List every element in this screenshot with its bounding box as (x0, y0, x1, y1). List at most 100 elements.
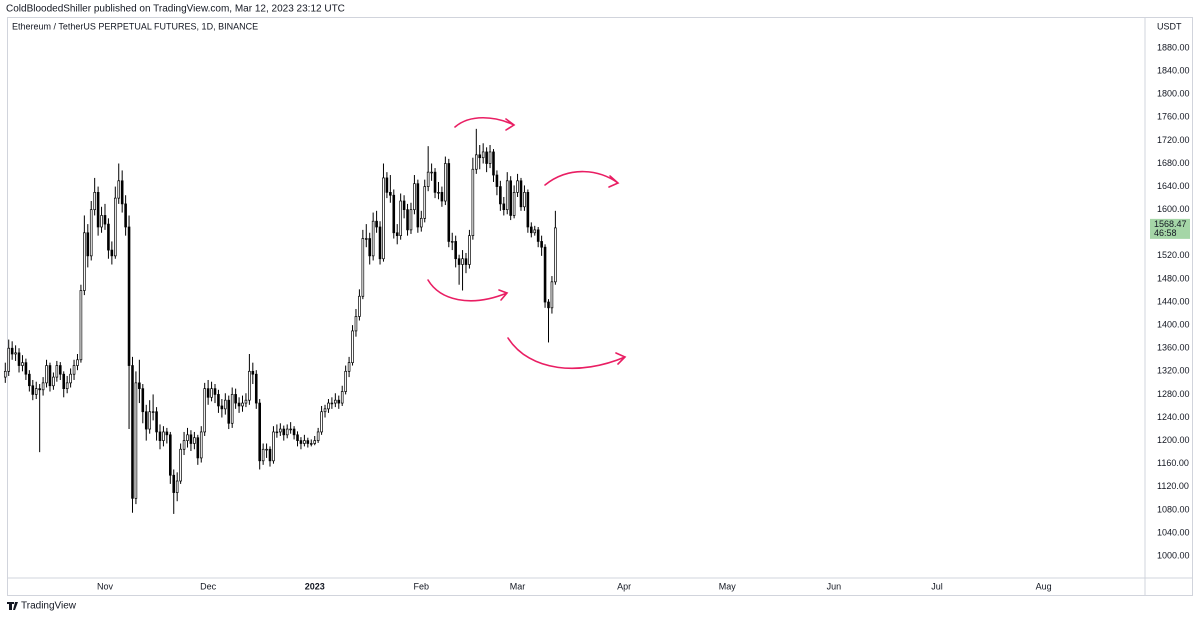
candle-body (282, 428, 286, 436)
candle-body (62, 373, 66, 389)
x-tick-label: Aug (1036, 581, 1052, 591)
candle-body (110, 249, 114, 257)
candle-body (162, 431, 165, 441)
arrow-annotation (507, 337, 627, 370)
candle-body (364, 238, 368, 240)
candle-body (461, 258, 464, 265)
y-tick-label: 1760.00 (1157, 112, 1190, 122)
candle-body (279, 428, 282, 433)
candle-body (450, 241, 454, 243)
candle-body (268, 448, 272, 462)
candle-body (499, 186, 502, 205)
candle-body (254, 373, 258, 404)
candle-body (251, 370, 255, 375)
candle-body (131, 365, 134, 499)
candle-body (230, 394, 234, 424)
candle-body (330, 402, 334, 405)
candle-body (292, 428, 296, 436)
annotations (427, 117, 627, 370)
y-tick-label: 1280.00 (1157, 389, 1190, 399)
candle-body (58, 365, 62, 375)
candle-body (148, 411, 151, 430)
candle-body (244, 399, 248, 404)
candle-body (138, 382, 141, 389)
candle-body (468, 235, 471, 265)
candle-body (117, 180, 121, 199)
candle-body (120, 180, 124, 205)
candle-body (296, 434, 299, 441)
candle-body (186, 434, 189, 441)
candle-body (165, 431, 169, 436)
candle-body (38, 388, 41, 391)
chart-frame (7, 17, 1193, 596)
candle-body (471, 168, 475, 236)
candle-body (52, 376, 55, 387)
candle-body (220, 405, 224, 410)
arrow-annotation (454, 117, 516, 131)
candle-body (3, 370, 7, 378)
candle-body (378, 226, 382, 260)
y-tick-label: 1800.00 (1157, 89, 1190, 99)
candle-body (481, 151, 485, 159)
candle-body (495, 174, 499, 187)
candle-body (516, 180, 519, 193)
candle-body (79, 290, 83, 361)
candle-body (28, 373, 31, 387)
candle-body (492, 151, 495, 176)
candle-body (416, 183, 420, 228)
last-price-label: 1568.47 (1154, 219, 1187, 229)
last-price-badge (1150, 218, 1190, 239)
candle-body (395, 232, 399, 236)
candle-body (114, 197, 117, 257)
y-tick-label: 1160.00 (1157, 458, 1189, 468)
candle-body (509, 180, 512, 216)
footer-brand: TradingView (21, 601, 77, 612)
candle-body (21, 362, 24, 366)
candle-body (189, 434, 193, 444)
candle-body (512, 192, 516, 216)
candle-body (430, 171, 433, 174)
x-tick-label: Feb (414, 581, 430, 591)
candle-body (409, 209, 413, 231)
y-tick-label: 1480.00 (1157, 273, 1190, 283)
candle-body (196, 437, 200, 459)
candle-body (309, 443, 313, 445)
candle-body (316, 431, 320, 441)
candle-body (502, 203, 506, 211)
y-tick-label: 1320.00 (1157, 366, 1190, 376)
candle-body (540, 241, 543, 248)
candle-body (526, 192, 530, 228)
candle-body (141, 388, 145, 413)
candle-body (237, 402, 241, 407)
y-tick-label: 1000.00 (1157, 550, 1190, 560)
candle-body (371, 220, 375, 257)
candle-body (385, 177, 389, 193)
candle-body (72, 365, 76, 375)
y-axis-label: USDT (1157, 21, 1182, 31)
candle-body (86, 232, 90, 257)
candle-body (24, 362, 28, 375)
x-tick-label: May (719, 581, 737, 591)
candle-body (76, 359, 79, 366)
candle-body (399, 200, 402, 236)
candle-body (155, 411, 158, 433)
candle-body (543, 246, 547, 303)
y-tick-label: 1640.00 (1157, 181, 1190, 191)
candle-body (340, 391, 344, 404)
candle-body (402, 200, 406, 211)
candle-body (241, 402, 244, 407)
candle-body (358, 295, 361, 317)
candle-body (464, 258, 468, 265)
candle-body (199, 431, 203, 459)
candle-body (158, 431, 162, 441)
candle-body (17, 352, 21, 366)
candle-body (505, 180, 509, 211)
plot-area: NovDec2023FebMarAprMayJunJulAugSe (3, 128, 1156, 591)
countdown-label: 46:58 (1154, 228, 1177, 238)
candle-body (550, 281, 554, 309)
candle-body (547, 301, 550, 309)
candle-body (172, 474, 176, 493)
x-tick-label: Jun (827, 581, 842, 591)
y-tick-label: 1680.00 (1157, 158, 1190, 168)
candle-body (519, 180, 523, 208)
